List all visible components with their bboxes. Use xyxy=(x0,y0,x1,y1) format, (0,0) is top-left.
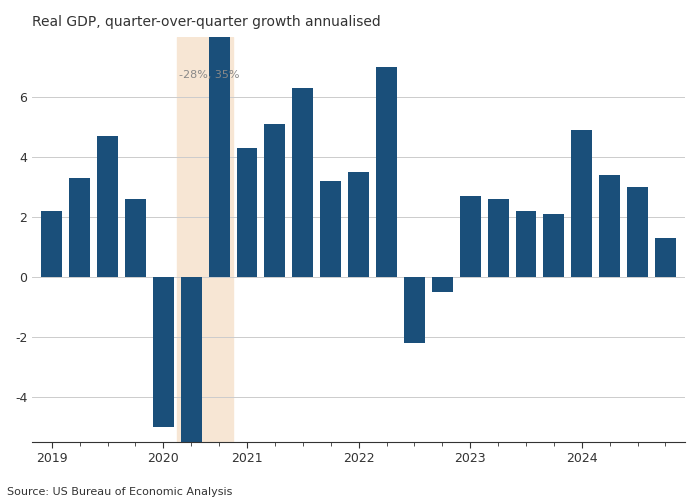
Bar xyxy=(432,277,453,292)
Bar xyxy=(571,130,592,277)
Bar xyxy=(655,238,676,277)
Bar xyxy=(265,124,286,277)
Bar xyxy=(237,148,258,277)
Text: Source: US Bureau of Economic Analysis: Source: US Bureau of Economic Analysis xyxy=(7,487,232,497)
Bar xyxy=(69,178,90,277)
Bar xyxy=(348,172,369,277)
Bar xyxy=(599,175,620,277)
Bar xyxy=(488,199,509,277)
Bar xyxy=(153,277,174,426)
Bar xyxy=(376,67,397,277)
Bar xyxy=(125,199,146,277)
Bar xyxy=(321,181,341,277)
Bar xyxy=(627,187,648,277)
Bar xyxy=(460,196,481,277)
Bar xyxy=(181,277,202,442)
Text: Real GDP, quarter-over-quarter growth annualised: Real GDP, quarter-over-quarter growth an… xyxy=(32,15,381,29)
Bar xyxy=(209,37,230,277)
Bar xyxy=(41,211,62,277)
Bar xyxy=(515,211,536,277)
Bar xyxy=(177,37,233,442)
Bar xyxy=(543,214,564,277)
Bar xyxy=(97,136,118,277)
Bar xyxy=(293,88,314,277)
Bar xyxy=(404,277,425,342)
Text: -28%, 35%: -28%, 35% xyxy=(178,70,239,80)
